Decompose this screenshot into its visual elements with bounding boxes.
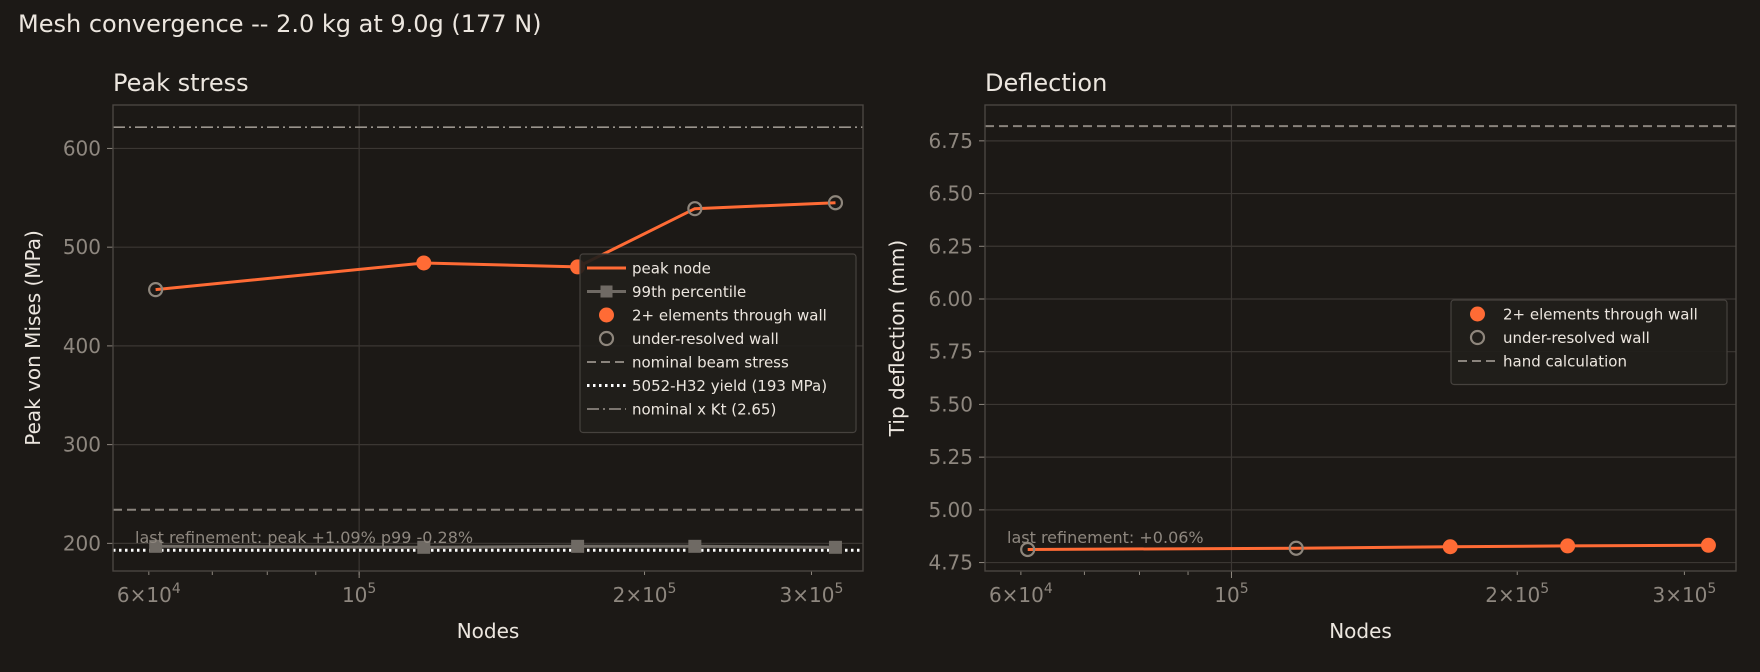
legend-label: under-resolved wall xyxy=(632,330,779,348)
legend-swatch xyxy=(599,307,614,323)
legend-label: 2+ elements through wall xyxy=(1503,306,1698,324)
y-tick-label: 5.00 xyxy=(928,498,973,522)
chart-title: Peak stress xyxy=(113,69,249,97)
x-tick-label-mantissa: 2×10 xyxy=(613,583,668,607)
legend-label: 99th percentile xyxy=(632,283,746,301)
x-tick-label-exponent: 5 xyxy=(1240,581,1249,597)
resolved-point xyxy=(1560,538,1576,554)
x-tick-label-mantissa: 3×10 xyxy=(780,583,835,607)
legend-label: 2+ elements through wall xyxy=(632,307,827,325)
y-tick-label: 6.25 xyxy=(928,234,973,258)
y-tick-label: 500 xyxy=(63,235,101,259)
axes-frame xyxy=(112,104,864,572)
x-tick-label-exponent: 5 xyxy=(1707,581,1716,597)
x-tick-label: 2×105 xyxy=(1485,581,1549,607)
under-resolved-point xyxy=(687,201,703,217)
annotation: last refinement: +0.06% xyxy=(1007,528,1204,547)
y-tick-label: 4.75 xyxy=(928,551,973,575)
legend-swatch xyxy=(1470,306,1485,322)
legend-label: nominal x Kt (2.65) xyxy=(632,401,776,419)
x-tick-label-exponent: 4 xyxy=(172,581,181,597)
legend-label: nominal beam stress xyxy=(632,354,789,372)
x-axis-label: Nodes xyxy=(457,619,520,643)
y-tick-label: 600 xyxy=(63,136,101,160)
x-tick-label: 3×105 xyxy=(780,581,844,607)
y-tick-label: 5.50 xyxy=(928,392,973,416)
p99-marker xyxy=(417,540,431,554)
legend-label: under-resolved wall xyxy=(1503,329,1650,347)
under-resolved-point xyxy=(1020,541,1036,558)
x-axis-label: Nodes xyxy=(1329,619,1392,643)
y-tick-label: 6.00 xyxy=(928,287,973,311)
x-tick-label: 2×105 xyxy=(613,581,677,607)
legend-label: peak node xyxy=(632,260,711,278)
x-tick-label: 105 xyxy=(342,581,376,607)
under-resolved-point xyxy=(827,195,844,211)
p99-marker xyxy=(149,539,163,553)
x-tick-label-mantissa: 6×10 xyxy=(117,583,172,607)
resolved-point xyxy=(1700,537,1716,553)
p99-marker xyxy=(571,539,585,553)
x-tick-label-exponent: 5 xyxy=(668,581,677,597)
annotation: last refinement: peak +1.09% p99 -0.28% xyxy=(135,528,473,547)
x-tick-label: 105 xyxy=(1214,581,1248,607)
x-tick-label-mantissa: 6×10 xyxy=(989,583,1044,607)
under-resolved-point xyxy=(1288,540,1304,556)
y-tick-label: 5.25 xyxy=(928,445,973,469)
x-tick-label-exponent: 5 xyxy=(367,581,376,597)
legend-swatch xyxy=(1469,329,1486,346)
axes-frame xyxy=(984,104,1737,572)
x-tick-label-base: 10 xyxy=(342,583,367,607)
y-axis-label: Tip deflection (mm) xyxy=(885,240,909,437)
legend-swatch-marker xyxy=(600,285,613,298)
resolved-point xyxy=(416,255,432,271)
under-resolved-point xyxy=(148,282,164,298)
legend: peak node 99th percentile 2+ elements thro… xyxy=(579,253,857,434)
y-tick-label: 5.75 xyxy=(928,340,973,364)
deflection-chart: 4.755.005.255.505.756.006.256.506.751056… xyxy=(885,69,1737,643)
y-tick-label: 400 xyxy=(63,334,101,358)
p99-marker xyxy=(828,540,842,554)
resolved-point xyxy=(1442,539,1458,555)
x-tick-label-mantissa: 3×10 xyxy=(1652,583,1707,607)
x-tick-label: 6×104 xyxy=(117,581,181,607)
x-tick-label-exponent: 4 xyxy=(1044,581,1053,597)
x-tick-label-base: 10 xyxy=(1214,583,1239,607)
figure-title: Mesh convergence -- 2.0 kg at 9.0g (177 … xyxy=(18,10,542,38)
legend-box xyxy=(579,253,857,434)
legend-label: hand calculation xyxy=(1503,353,1627,371)
x-tick-label-exponent: 5 xyxy=(834,581,843,597)
chart-title: Deflection xyxy=(985,69,1107,97)
x-tick-label-exponent: 5 xyxy=(1540,581,1549,597)
legend-label: 5052-H32 yield (193 MPa) xyxy=(632,377,827,395)
y-tick-label: 6.50 xyxy=(928,182,973,206)
y-tick-label: 200 xyxy=(63,531,101,555)
y-tick-label: 6.75 xyxy=(928,129,973,153)
y-tick-label: 300 xyxy=(63,433,101,457)
x-tick-label: 3×105 xyxy=(1652,581,1716,607)
legend-swatch xyxy=(598,330,615,347)
x-tick-label: 6×104 xyxy=(989,581,1053,607)
p99-marker xyxy=(688,539,702,553)
legend: 2+ elements through wall under-resolved w… xyxy=(1450,299,1728,386)
x-tick-label-mantissa: 2×10 xyxy=(1485,583,1540,607)
legend-box xyxy=(1450,299,1728,386)
y-axis-label: Peak von Mises (MPa) xyxy=(21,230,45,446)
